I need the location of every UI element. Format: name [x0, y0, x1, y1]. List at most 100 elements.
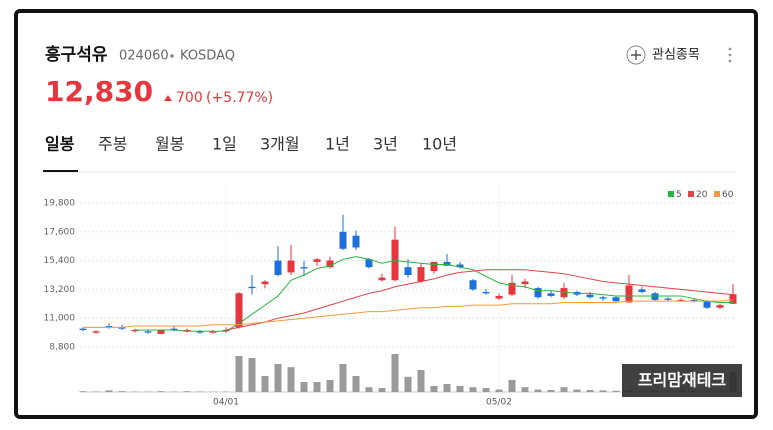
tab[interactable]: 1년	[325, 135, 350, 154]
candle-body	[183, 329, 191, 332]
tabs: 일봉 주봉 월봉 1일 3개월 1년 3년 10년	[43, 135, 736, 173]
volume-bar	[469, 387, 477, 392]
volume-bar	[430, 386, 438, 392]
candle-body	[703, 301, 711, 308]
volume-bar	[235, 356, 243, 392]
chart: 8,800 11,000 13,200 15,400 17,600 19,800 04/01…	[44, 185, 737, 408]
candle-body	[365, 259, 373, 268]
candle-body	[560, 288, 568, 298]
volume-bar	[456, 386, 464, 392]
candle-body	[664, 298, 672, 300]
volume-bar	[443, 384, 451, 392]
candle-body	[274, 260, 282, 275]
volume-bar	[560, 387, 568, 392]
candle-body	[508, 282, 516, 295]
y-tick-label: 15,400	[44, 256, 76, 266]
volume-bar	[547, 390, 555, 392]
moving-average-line	[83, 299, 734, 328]
volume-bar	[573, 389, 581, 392]
candle-body	[417, 267, 425, 282]
candle-body	[378, 277, 386, 281]
volume-bar	[118, 391, 126, 392]
tab[interactable]: 3년	[373, 135, 398, 154]
price: 12,830	[45, 75, 153, 108]
candle-body	[300, 267, 308, 269]
stock-code: 024060	[119, 49, 169, 64]
volume-bar	[586, 390, 594, 392]
tab[interactable]: 주봉	[98, 135, 127, 154]
candle-body	[170, 328, 178, 330]
volume-bar	[105, 390, 113, 392]
candle-body	[92, 331, 100, 333]
candle-body	[690, 299, 698, 302]
volume-bar	[391, 354, 399, 392]
watch-button[interactable]: 관심종목	[626, 45, 700, 65]
more-menu[interactable]	[728, 47, 732, 63]
y-tick-label: 11,000	[44, 314, 76, 324]
candle-body	[638, 289, 646, 293]
volume-bar	[521, 387, 529, 392]
volume-bar	[599, 390, 607, 392]
volume-bar	[274, 364, 282, 392]
volume-bar	[495, 389, 503, 392]
volume-bar	[261, 376, 269, 392]
dot[interactable]	[728, 53, 732, 57]
candle-body	[339, 231, 347, 249]
watermark-box	[622, 364, 742, 397]
volume-bar	[417, 370, 425, 392]
candle-body	[456, 264, 464, 268]
legend-label: 60	[722, 190, 734, 200]
candle-body	[326, 260, 334, 268]
candle-body	[612, 297, 620, 302]
volume-bar	[287, 367, 295, 392]
volume-bar	[482, 388, 490, 392]
candle-body	[287, 260, 295, 273]
candle-body	[443, 261, 451, 266]
candle-body	[677, 299, 685, 302]
y-tick-label: 17,600	[44, 227, 76, 237]
volume-bar	[378, 388, 386, 392]
tab[interactable]: 월봉	[155, 135, 184, 154]
candle-body	[651, 293, 659, 300]
volume-bar	[352, 376, 360, 392]
tab[interactable]: 3개월	[260, 135, 300, 154]
change-percent: (+5.77%)	[206, 90, 273, 106]
candle-body	[144, 331, 152, 333]
plus[interactable]	[631, 50, 641, 60]
volume-bar	[313, 382, 321, 392]
candle-body	[729, 294, 737, 304]
candle-body	[209, 331, 217, 333]
volume-bar	[365, 387, 373, 392]
candle-body	[131, 329, 139, 332]
volume-bar	[248, 358, 256, 392]
tab[interactable]: 10년	[422, 135, 457, 154]
x-tick-label: 05/02	[486, 398, 512, 408]
y-tick-label: 13,200	[44, 285, 76, 295]
candle-body	[404, 267, 412, 275]
x-tick-label: 04/01	[213, 398, 239, 408]
volume-bar	[404, 376, 412, 392]
tab[interactable]: 1일	[212, 135, 237, 154]
volume-bar	[508, 380, 516, 392]
volume-bar	[339, 364, 347, 392]
candle-body	[391, 239, 399, 281]
moving-average-line	[225, 269, 734, 331]
legend-swatch	[714, 191, 720, 197]
tab[interactable]: 일봉	[45, 135, 75, 154]
candle-body	[521, 281, 529, 285]
candle-body	[586, 294, 594, 298]
candle-body	[430, 261, 438, 272]
market: KOSDAQ	[180, 49, 235, 64]
dot[interactable]	[728, 47, 732, 51]
watermark: 프리맘재테크	[638, 371, 727, 390]
candle-body	[261, 281, 269, 285]
candle-body	[196, 331, 204, 333]
volume-bar	[612, 390, 620, 392]
watch-label[interactable]: 관심종목	[652, 48, 700, 63]
legend-label: 5	[676, 190, 682, 200]
candle-body	[313, 259, 321, 262]
dot[interactable]	[728, 59, 732, 63]
candle-body	[157, 329, 165, 334]
candle-body	[482, 292, 490, 294]
volume-bar	[157, 391, 165, 392]
